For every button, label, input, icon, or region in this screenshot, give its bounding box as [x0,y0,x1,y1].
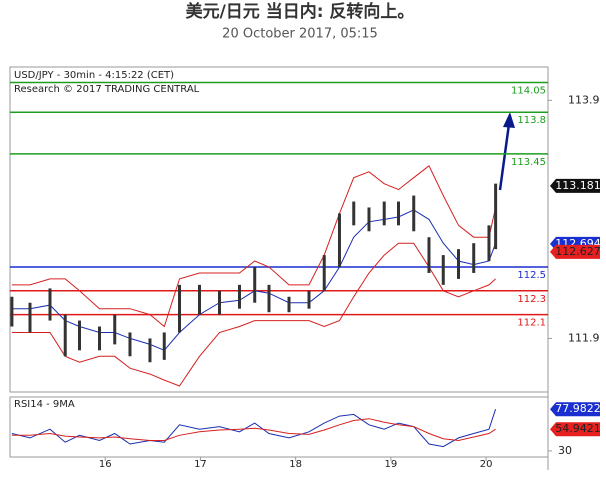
price-tag [550,244,600,259]
price-tag-label: 77.9822 [555,402,601,415]
x-tick-label: 17 [194,459,207,470]
x-tick-label: 18 [289,459,302,470]
rsi-label: RSI14 - 9MA [14,399,75,410]
header-line: USD/JPY - 30min - 4:15:22 (CET) [14,70,174,81]
chart-subtitle: 20 October 2017, 05:15 [222,27,378,42]
level-label: 112.3 [517,294,546,305]
level-label: 113.45 [511,157,546,168]
rsi-line [11,409,497,448]
y-tick-label: 113.9 [568,93,600,106]
x-tick-label: 16 [99,459,112,470]
price-tag-label: 112.627 [555,245,601,258]
level-label: 114.05 [511,85,546,96]
price-tag-label: 54.9421 [555,422,601,435]
x-tick-label: 19 [385,459,398,470]
y-tick-label: 30 [558,444,572,457]
level-label: 112.5 [517,270,546,281]
header-line: Research © 2017 TRADING CENTRAL [14,84,200,95]
rsi-panel [9,396,549,458]
y-tick-label: 111.9 [568,331,600,344]
price-tag [550,422,600,437]
bollinger-upper [11,165,497,328]
arrow-head [503,112,515,128]
price-panel [9,66,549,393]
level-label: 113.8 [517,115,546,126]
rsi-ma-line [11,418,496,442]
arrow-shaft [498,123,511,191]
price-tag-label: 113.181 [555,179,601,192]
price-tag [550,178,600,193]
chart-title: 美元/日元 当日内: 反转向上。 [186,1,415,22]
level-label: 112.1 [517,318,546,329]
x-tick-label: 20 [480,459,493,470]
price-tag [550,402,600,417]
